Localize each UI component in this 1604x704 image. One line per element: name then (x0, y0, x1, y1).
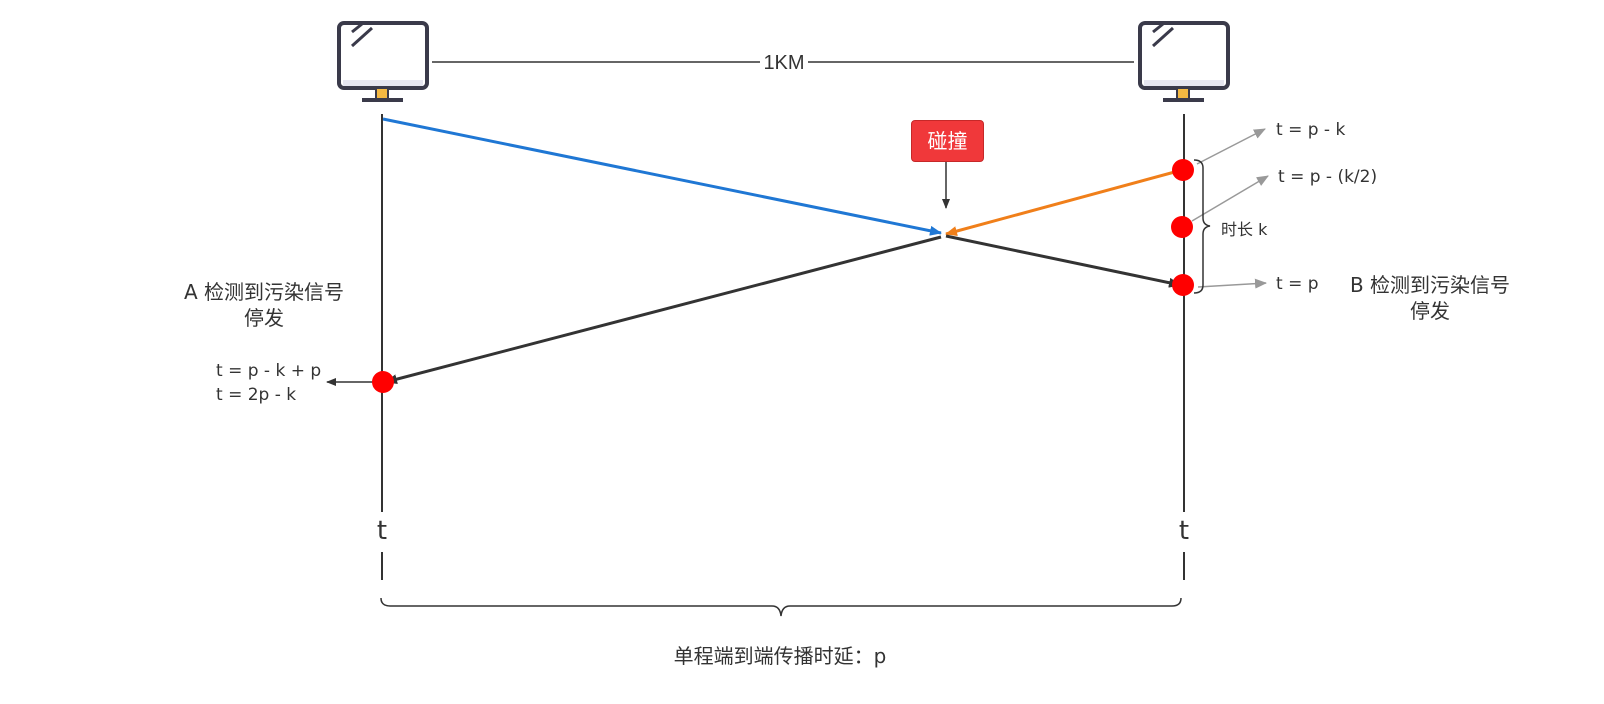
host-b-axis-label: t (1169, 516, 1199, 546)
a-detect-line1: A 检测到污染信号 (164, 279, 364, 305)
b-detect-label: B 检测到污染信号 停发 (1330, 272, 1530, 324)
jam-to-b-arrow (946, 236, 1180, 285)
label-duration-k: 时长 k (1221, 216, 1267, 240)
collision-badge: 碰撞 (911, 120, 984, 162)
annotation-arrow-p (1198, 283, 1266, 287)
propagation-caption: 单程端到端传播时延：p (630, 640, 930, 669)
label-t-p: t = p (1276, 274, 1319, 294)
event-dot-a-detect (372, 371, 394, 393)
host-a-monitor-icon (339, 23, 427, 100)
b-detect-line2: 停发 (1330, 298, 1530, 324)
b-detect-line1: B 检测到污染信号 (1330, 272, 1530, 298)
a-time-label-2: t = 2p - k (216, 385, 296, 405)
jam-to-a-arrow (386, 237, 941, 382)
a-detect-line2: 停发 (164, 305, 364, 331)
distance-label: 1KM (760, 52, 808, 75)
event-dot-b-mid (1171, 216, 1193, 238)
event-dot-b-start (1172, 159, 1194, 181)
a-detect-label: A 检测到污染信号 停发 (164, 279, 364, 331)
a-signal-arrow (383, 119, 941, 233)
label-t-p-minus-half-k: t = p - (k/2) (1278, 167, 1377, 187)
label-t-p-minus-k: t = p - k (1276, 120, 1345, 140)
duration-brace (1194, 160, 1210, 293)
host-b-monitor-icon (1140, 23, 1228, 100)
annotation-arrow-p-minus-k (1197, 129, 1265, 164)
a-time-label-1: t = p - k + p (216, 361, 321, 381)
host-a-axis-label: t (367, 516, 397, 546)
b-signal-arrow (946, 170, 1182, 234)
event-dot-b-detect (1172, 274, 1194, 296)
propagation-brace (381, 598, 1181, 616)
